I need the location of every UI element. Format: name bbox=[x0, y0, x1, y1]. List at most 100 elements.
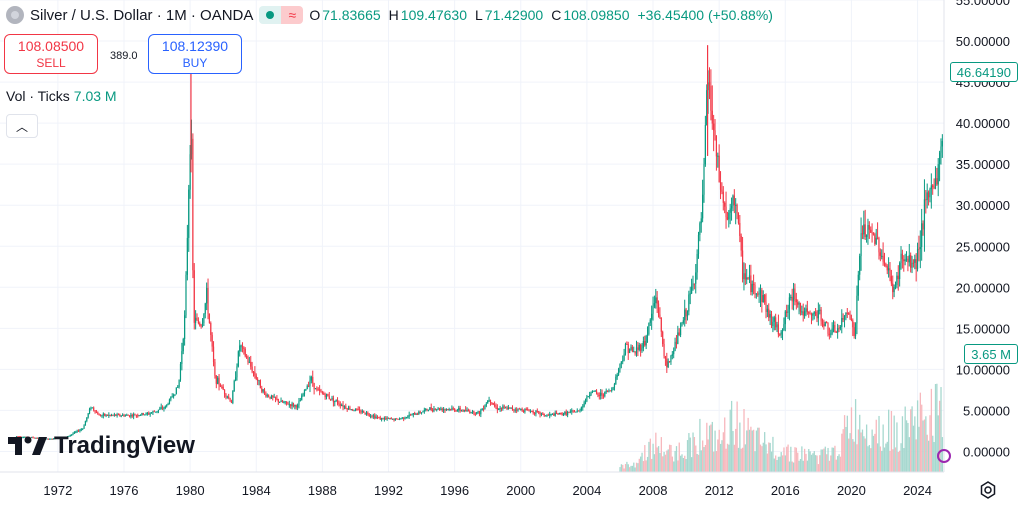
candle-body bbox=[584, 400, 587, 403]
volume-bar bbox=[878, 415, 880, 472]
candle-body bbox=[71, 434, 73, 436]
candle-body bbox=[622, 360, 624, 362]
candle-body bbox=[430, 407, 432, 410]
candle-body bbox=[76, 430, 78, 432]
chevron-up-icon: ︿ bbox=[15, 119, 28, 134]
candle-body bbox=[850, 318, 853, 321]
candle-body bbox=[781, 329, 784, 332]
spread-value: 389.0 bbox=[110, 50, 138, 62]
candle-body bbox=[61, 438, 63, 440]
candle-body bbox=[637, 347, 639, 350]
candle-body bbox=[429, 407, 431, 411]
volume-bar bbox=[848, 438, 850, 472]
candle-body bbox=[372, 415, 374, 417]
candle-body bbox=[816, 315, 818, 319]
candle-body bbox=[657, 303, 660, 315]
candle-body bbox=[754, 285, 756, 294]
data-delay-icon[interactable]: ≈ bbox=[281, 6, 304, 24]
candle-body bbox=[591, 391, 594, 393]
volume-bar bbox=[759, 444, 762, 472]
candle-body bbox=[288, 404, 290, 406]
candle-body bbox=[18, 436, 20, 438]
settings-gear-icon[interactable] bbox=[978, 480, 998, 500]
tradingview-logo[interactable]: TradingView bbox=[8, 432, 195, 460]
volume-bar bbox=[629, 467, 631, 472]
symbol-title[interactable]: Silver / U.S. Dollar · 1M · OANDA bbox=[30, 6, 254, 24]
volume-bar bbox=[854, 399, 857, 472]
candle-body bbox=[684, 309, 686, 321]
candle-body bbox=[838, 328, 840, 330]
candle-body bbox=[797, 302, 799, 305]
y-tick-label: 20.00000 bbox=[956, 280, 1010, 295]
candle-body bbox=[762, 295, 764, 303]
candle-body bbox=[831, 328, 833, 334]
candle-body bbox=[161, 407, 164, 409]
ohlc-values: O 71.83665 H 109.47630 L 71.42900 C 108.0985… bbox=[309, 7, 779, 23]
candle-body bbox=[892, 283, 894, 293]
candle-body bbox=[368, 414, 370, 416]
candle-body bbox=[116, 414, 118, 416]
volume-bar bbox=[802, 460, 804, 472]
candle-body bbox=[302, 394, 304, 396]
candle-body bbox=[443, 409, 445, 411]
candle-body bbox=[888, 268, 890, 271]
candle-body bbox=[376, 416, 379, 418]
candle-body bbox=[113, 414, 115, 416]
x-tick-label: 1980 bbox=[176, 483, 205, 498]
volume-bar bbox=[911, 406, 913, 472]
candle-body bbox=[203, 313, 205, 323]
candle-body bbox=[342, 404, 344, 408]
volume-bar bbox=[821, 449, 824, 472]
candle-body bbox=[487, 400, 489, 404]
buy-button[interactable]: 108.12390 BUY bbox=[148, 34, 242, 74]
candle-body bbox=[582, 406, 584, 408]
buy-price: 108.12390 bbox=[161, 38, 229, 54]
volume-bar bbox=[794, 447, 796, 472]
candle-body bbox=[736, 204, 738, 214]
candle-body bbox=[806, 308, 808, 313]
candle-body bbox=[600, 392, 602, 396]
candle-body bbox=[363, 410, 365, 413]
collapse-legend-button[interactable]: ︿ bbox=[6, 114, 38, 138]
candle-body bbox=[682, 320, 684, 323]
candle-body bbox=[813, 311, 815, 314]
volume-bars bbox=[619, 383, 944, 472]
volume-bar bbox=[656, 447, 658, 472]
candle-body bbox=[321, 392, 323, 394]
candle-body bbox=[646, 334, 649, 337]
volume-bar bbox=[691, 457, 693, 472]
volume-bar bbox=[627, 464, 629, 472]
volume-bar bbox=[695, 445, 697, 472]
candle-body bbox=[583, 402, 585, 407]
sell-button[interactable]: 108.08500 SELL bbox=[4, 34, 98, 74]
volume-bar bbox=[678, 442, 680, 472]
volume-bar bbox=[790, 446, 792, 472]
candle-body bbox=[766, 308, 768, 313]
volume-label[interactable]: Vol · Ticks bbox=[6, 88, 70, 104]
volume-bar bbox=[910, 409, 912, 472]
candle-body bbox=[378, 417, 380, 419]
candle-body bbox=[783, 324, 785, 330]
market-open-icon[interactable] bbox=[259, 6, 282, 24]
candle-body bbox=[419, 411, 421, 413]
candle-body bbox=[728, 212, 730, 220]
candle-body bbox=[171, 396, 173, 398]
candle-body bbox=[444, 409, 446, 411]
candle-body bbox=[254, 371, 256, 376]
volume-bar bbox=[903, 448, 905, 472]
volume-bar bbox=[886, 441, 888, 472]
marker-icon[interactable] bbox=[937, 449, 951, 463]
candle-body bbox=[232, 391, 234, 404]
volume-bar bbox=[786, 446, 788, 472]
candle-body bbox=[257, 379, 259, 381]
candle-body bbox=[542, 413, 544, 415]
candle-body bbox=[175, 387, 177, 395]
candle-body bbox=[787, 309, 789, 313]
candle-body bbox=[770, 314, 773, 327]
candle-body bbox=[633, 351, 635, 353]
volume-bar bbox=[919, 392, 922, 472]
volume-bar bbox=[779, 456, 781, 472]
y-axis: 55.0000050.0000045.0000040.0000035.00000… bbox=[956, 0, 1010, 459]
